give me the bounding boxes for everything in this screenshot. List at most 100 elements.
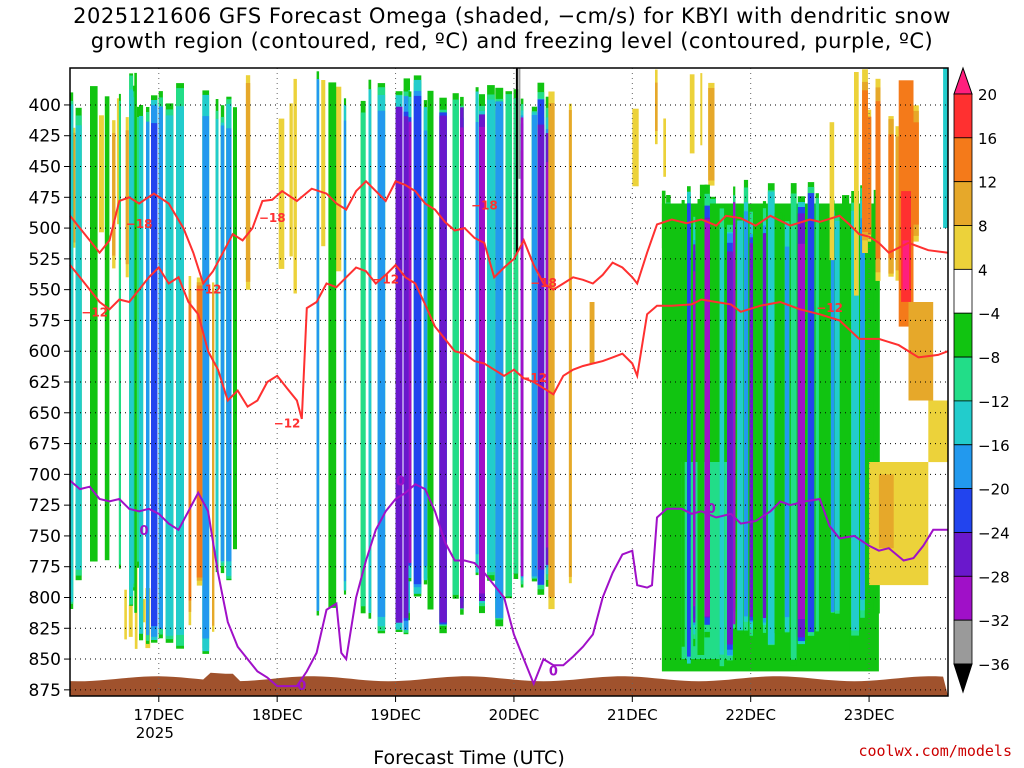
omega-negative-band xyxy=(851,210,859,631)
y-tick-label: 650 xyxy=(29,404,61,424)
y-tick-label: 850 xyxy=(29,650,61,670)
colorbar-segment xyxy=(953,268,973,314)
site-credit: coolwx.com/models xyxy=(858,742,1012,760)
omega-negative-band xyxy=(749,243,753,617)
contour-label-red: −12 xyxy=(274,417,301,431)
colorbar-segment xyxy=(953,400,973,446)
y-tick-label: 425 xyxy=(29,127,61,147)
contour-label-purple: 0 xyxy=(707,502,716,517)
ascent-positive-band xyxy=(700,73,703,146)
colorbar-segment xyxy=(953,93,973,139)
dgz-minus12-contour xyxy=(69,263,949,420)
omega-negative-band xyxy=(727,251,733,645)
x-tick-label: 22DEC xyxy=(725,706,776,724)
omega-negative-band xyxy=(842,195,850,660)
omega-negative-band xyxy=(697,199,705,655)
ascent-positive-band xyxy=(589,76,595,543)
omega-negative-band xyxy=(134,72,137,613)
ascent-positive-band xyxy=(888,134,894,259)
ascent-positive-band xyxy=(278,118,285,269)
contour-label-purple: 0 xyxy=(549,664,558,679)
x-tick-label: 23DEC xyxy=(844,706,895,724)
contour-label-red: −12 xyxy=(195,282,222,296)
contour-label-red: −12 xyxy=(520,371,547,385)
omega-negative-band xyxy=(860,218,865,600)
y-tick-label: 400 xyxy=(29,96,61,116)
ascent-positive-band xyxy=(112,133,116,256)
omega-negative-band xyxy=(830,211,835,612)
omega-negative-band xyxy=(520,117,524,577)
ascent-positive-band xyxy=(293,78,297,294)
ascent-positive-band xyxy=(829,122,835,261)
omega-negative-band xyxy=(377,110,386,617)
colorbar-tick-label: −20 xyxy=(978,481,1010,499)
omega-negative-band xyxy=(545,162,549,548)
omega-negative-band xyxy=(687,203,691,657)
ascent-positive-band xyxy=(289,103,293,257)
y-tick-label: 750 xyxy=(29,527,61,547)
colorbar-segment xyxy=(953,181,973,226)
ascent-positive-band xyxy=(116,98,120,225)
dgz-minus18-contour xyxy=(69,179,949,291)
ascent-positive-band xyxy=(321,80,326,247)
omega-negative-band xyxy=(136,117,141,562)
y-tick-label: 475 xyxy=(29,188,61,208)
omega-negative-band xyxy=(873,189,880,614)
ascent-positive-band xyxy=(632,108,639,187)
y-tick-label: 825 xyxy=(29,619,61,639)
omega-negative-band xyxy=(487,99,495,573)
ascent-positive-band xyxy=(868,116,872,235)
chart-title: 2025121606 GFS Forecast Omega (shaded, −… xyxy=(0,4,1024,54)
colorbar-segment xyxy=(953,619,973,665)
colorbar-tick-label: −32 xyxy=(978,612,1010,630)
colorbar-segment xyxy=(953,225,973,270)
ascent-positive-band xyxy=(875,101,881,259)
omega-negative-band xyxy=(427,90,434,610)
contour-label-purple: 0 xyxy=(139,524,148,539)
colorbar-segment xyxy=(953,532,973,577)
x-tick-label: 17DEC xyxy=(133,706,184,724)
omega-negative-band xyxy=(395,106,403,623)
y-tick-label: 450 xyxy=(29,158,61,178)
omega-negative-band xyxy=(475,122,479,555)
contour-label-purple: 0 xyxy=(396,475,405,490)
omega-negative-band xyxy=(360,112,366,607)
y-tick-label: 725 xyxy=(29,496,61,516)
omega-negative-band xyxy=(408,121,412,563)
colorbar-segment xyxy=(953,488,973,533)
colorbar-segment xyxy=(953,356,973,402)
omega-negative-band xyxy=(693,271,696,607)
ascent-positive-band xyxy=(854,72,859,296)
colorbar-tick-label: −8 xyxy=(978,349,1000,367)
freezing-level-contour xyxy=(69,479,948,688)
contour-label-red: −18 xyxy=(259,211,286,225)
omega-negative-band xyxy=(681,200,685,647)
omega-negative-band xyxy=(220,125,225,561)
omega-negative-band xyxy=(460,127,464,597)
omega-negative-band xyxy=(733,202,736,625)
y-tick-label: 625 xyxy=(29,373,61,393)
colorbar-segment xyxy=(953,137,973,183)
x-tick-label: 18DEC xyxy=(252,706,303,724)
omega-negative-band xyxy=(531,115,538,577)
x-tick-label: 20DEC xyxy=(489,706,540,724)
y-tick-label: 600 xyxy=(29,342,61,362)
omega-negative-band xyxy=(762,233,767,618)
omega-negative-band xyxy=(495,101,504,618)
colorbar-segment xyxy=(953,575,973,621)
omega-negative-band xyxy=(479,126,485,594)
colorbar-segment xyxy=(953,312,973,358)
ascent-positive-band xyxy=(335,86,342,272)
omega-negative-band xyxy=(518,68,521,179)
colorbar-tick-label: 20 xyxy=(978,86,997,104)
colorbar-tick-label: 16 xyxy=(978,130,997,148)
omega-negative-band xyxy=(797,243,805,620)
omega-negative-band xyxy=(316,79,320,611)
ascent-positive-band xyxy=(913,122,919,225)
omega-negative-band xyxy=(151,123,158,627)
ascent-positive-band xyxy=(663,118,666,177)
colorbar-tick-label: −36 xyxy=(978,656,1010,674)
omega-negative-band xyxy=(743,211,749,617)
contour-label-red: −12 xyxy=(81,306,108,320)
